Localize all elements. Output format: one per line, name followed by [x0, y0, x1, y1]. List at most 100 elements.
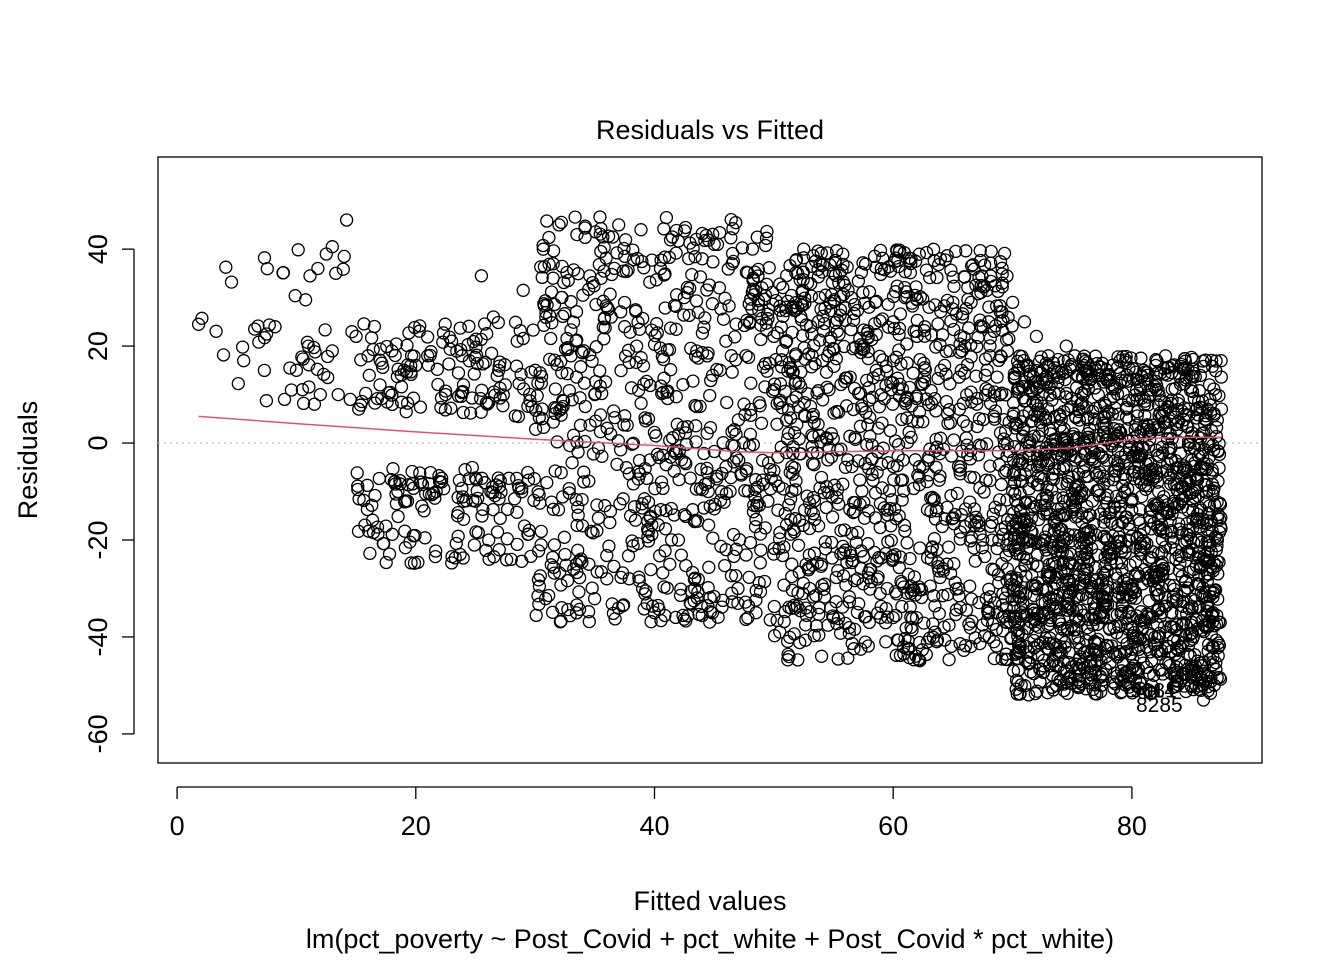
residual-point [1188, 593, 1202, 608]
residual-point [1103, 622, 1117, 636]
residual-point [967, 541, 981, 555]
residual-point [473, 391, 488, 406]
residual-point [1104, 639, 1119, 653]
residual-point [1086, 452, 1100, 466]
residual-point [1021, 688, 1036, 702]
residual-point [564, 323, 578, 337]
residual-point [456, 384, 470, 399]
residual-point [1207, 619, 1222, 633]
residual-point [1036, 659, 1051, 673]
residual-point [961, 292, 975, 307]
residual-point [703, 420, 718, 435]
residual-point [955, 310, 970, 324]
residual-point [521, 399, 535, 413]
residual-point [593, 425, 608, 439]
residual-point [663, 433, 677, 448]
residual-point [1005, 319, 1019, 333]
residual-point [810, 386, 824, 400]
residual-point [1201, 545, 1215, 559]
residual-point [413, 400, 428, 414]
residual-point [927, 253, 941, 268]
residual-point [1171, 643, 1185, 657]
residual-point [1084, 541, 1099, 555]
x-tick-label: 20 [401, 811, 431, 841]
residual-point [1139, 482, 1153, 496]
residual-point [974, 439, 988, 453]
residual-point [778, 384, 792, 398]
residual-point [635, 254, 649, 269]
residual-point [1032, 354, 1047, 368]
residual-point [978, 549, 992, 564]
residual-point [772, 532, 787, 546]
residual-point [702, 278, 717, 292]
residual-point [1101, 548, 1116, 563]
residual-point [688, 581, 702, 596]
residual-point [634, 396, 648, 410]
residual-point [695, 326, 710, 340]
residual-point [575, 492, 589, 507]
residual-point [562, 383, 576, 398]
residual-point [634, 351, 648, 365]
residual-point [748, 265, 762, 279]
residual-point [1197, 624, 1211, 639]
residual-point [796, 586, 810, 601]
residual-point [1172, 517, 1186, 531]
residual-point [780, 634, 795, 649]
residual-point [296, 352, 310, 366]
residual-point [726, 527, 741, 542]
residual-point [905, 414, 919, 428]
residual-point [878, 616, 893, 630]
residual-point [1205, 609, 1219, 623]
residual-point [429, 484, 443, 499]
residual-point [1211, 444, 1225, 459]
residual-point [534, 260, 548, 274]
residual-point [1039, 441, 1053, 455]
residual-point [1203, 589, 1217, 604]
residual-point [923, 579, 937, 593]
residual-point [767, 629, 782, 643]
residual-point [570, 518, 584, 533]
residual-point [1212, 555, 1226, 569]
residual-point [544, 331, 558, 346]
residual-point [1177, 463, 1192, 477]
residual-point [853, 473, 867, 487]
residual-point [523, 394, 537, 408]
residual-point [1018, 609, 1032, 623]
residual-point [438, 387, 453, 402]
residual-point [756, 360, 771, 374]
residual-point [1190, 401, 1204, 415]
residual-point [657, 268, 671, 282]
residual-point [573, 391, 587, 405]
residual-point [701, 599, 715, 613]
residual-point [1064, 619, 1079, 633]
residual-point [682, 251, 696, 266]
residual-point [729, 542, 743, 556]
residual-point [1179, 618, 1193, 632]
residual-point [1010, 498, 1025, 513]
residual-point [861, 537, 875, 551]
residual-point [644, 562, 658, 577]
residual-point [610, 457, 624, 471]
residual-point [1120, 572, 1135, 586]
residual-point [499, 553, 514, 567]
residual-point [1157, 361, 1171, 376]
residual-point [828, 316, 842, 330]
residual-point [462, 319, 476, 333]
residual-point [535, 270, 549, 285]
residual-point [847, 642, 861, 656]
residual-point [775, 401, 789, 415]
residual-point [536, 242, 550, 256]
residual-point [1125, 529, 1139, 543]
residual-point [295, 350, 309, 364]
residual-point [1088, 417, 1102, 431]
residual-point [707, 502, 721, 516]
residual-point [876, 353, 890, 367]
residual-point [837, 339, 851, 354]
residual-point [543, 309, 557, 323]
residual-point [1164, 453, 1179, 467]
residual-point [818, 301, 832, 315]
residual-point [589, 340, 603, 354]
residual-point [1071, 478, 1085, 492]
residual-point [858, 635, 873, 649]
residual-point [1147, 497, 1161, 511]
